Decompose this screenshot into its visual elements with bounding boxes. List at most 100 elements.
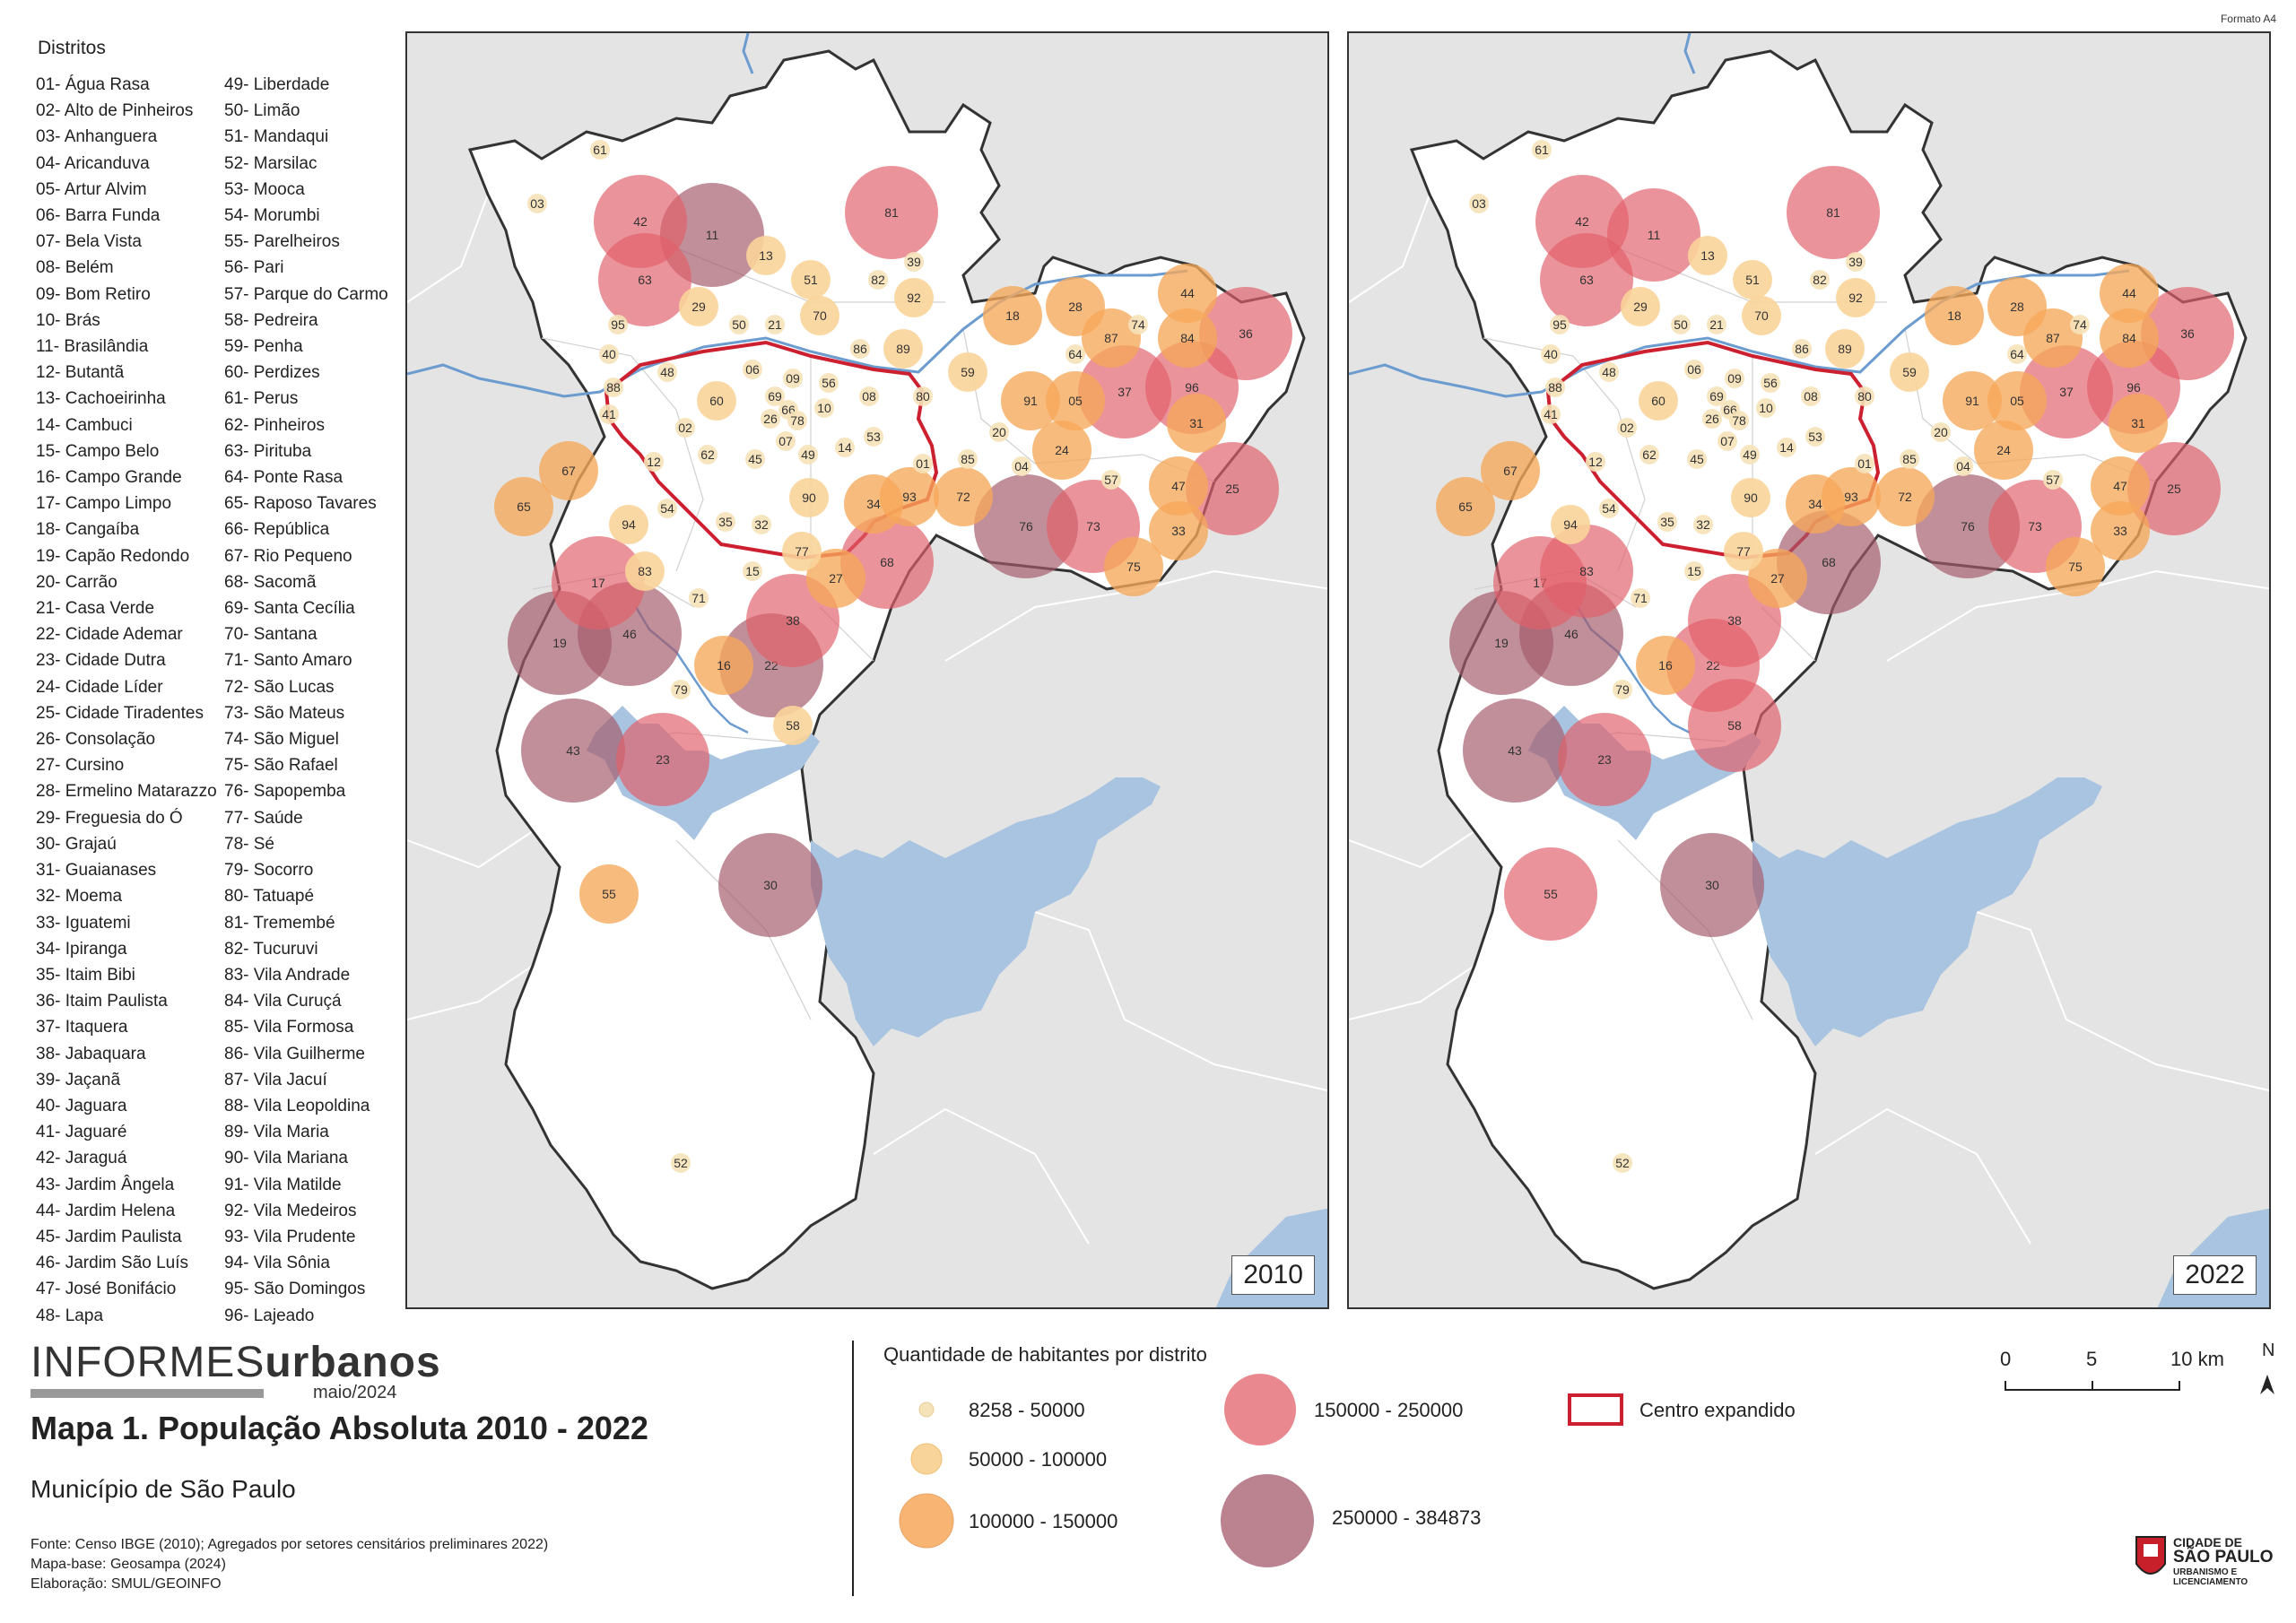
district-circle-85	[958, 449, 978, 469]
district-label-87: 87	[2046, 331, 2060, 345]
district-circle-33	[2091, 501, 2150, 560]
district-circle-16	[694, 636, 753, 695]
district-circle-56	[1761, 373, 1780, 393]
district-entry: 27- Cursino	[36, 756, 125, 776]
district-label-36: 36	[2180, 326, 2195, 341]
district-circle-86	[850, 339, 870, 359]
district-list-title: Distritos	[38, 38, 106, 58]
neighbour-boundary	[407, 830, 534, 869]
district-entry: 61- Perus	[224, 389, 299, 409]
district-circle-71	[689, 588, 709, 608]
district-entry: 06- Barra Funda	[36, 206, 161, 226]
district-circle-81	[845, 166, 938, 259]
district-circle-26	[761, 409, 780, 429]
district-label-52: 52	[674, 1156, 688, 1170]
district-circle-10	[814, 398, 834, 418]
district-entry: 05- Artur Alvim	[36, 179, 147, 199]
district-entry: 20- Carrão	[36, 572, 117, 592]
district-label-03: 03	[530, 196, 544, 211]
district-entry: 51- Mandaqui	[224, 127, 329, 147]
district-label-60: 60	[1651, 394, 1665, 408]
district-entry: 39- Jaçanã	[36, 1070, 121, 1089]
district-circle-44	[1158, 264, 1217, 323]
district-column-1: 01- Água Rasa 02- Alto de Pinheiros 03- An…	[36, 72, 224, 1329]
district-circle-27	[1748, 549, 1807, 608]
district-label-49: 49	[801, 447, 815, 462]
district-circle-88	[604, 378, 623, 397]
district-circle-95	[608, 315, 628, 334]
district-circle-80	[913, 386, 933, 406]
district-label-20: 20	[1934, 425, 1948, 439]
district-circle-20	[989, 422, 1009, 442]
district-circle-74	[2070, 315, 2090, 334]
district-circle-60	[1639, 381, 1678, 421]
district-circle-72	[934, 467, 993, 526]
district-label-37: 37	[1118, 385, 1132, 399]
district-label-82: 82	[871, 273, 885, 287]
district-label-16: 16	[717, 658, 731, 673]
district-entry: 19- Capão Redondo	[36, 546, 190, 566]
district-label-46: 46	[622, 627, 637, 641]
district-circle-86	[1792, 339, 1812, 359]
district-circle-03	[1469, 194, 1489, 213]
district-entry: 82- Tucuruvi	[224, 939, 318, 959]
district-entry: 18- Cangaíba	[36, 520, 140, 540]
district-circle-82	[1810, 270, 1830, 290]
scale-tick-10: 10 km	[2170, 1348, 2224, 1370]
district-entry: 11- Brasilândia	[36, 337, 149, 357]
district-circle-29	[679, 287, 718, 326]
district-circle-63	[598, 233, 691, 326]
footer-divider	[852, 1341, 854, 1596]
district-label-38: 38	[786, 613, 800, 628]
legend-label-boundary: Centro expandido	[1639, 1399, 1796, 1421]
neighbour-boundary	[1349, 194, 1431, 303]
district-circle-23	[1558, 713, 1651, 806]
district-circle-67	[1481, 441, 1540, 500]
district-label-94: 94	[622, 517, 636, 532]
district-circle-04	[1953, 456, 1973, 476]
district-label-72: 72	[1898, 490, 1912, 504]
district-label-62: 62	[700, 447, 715, 462]
district-label-42: 42	[1575, 214, 1589, 229]
district-label-43: 43	[566, 743, 580, 758]
map-2010[interactable]: 11 19 22 30 43 46 76 17 23 25 36 37 38 42 63 68 73 81 96 16…	[405, 31, 1329, 1309]
map-2022[interactable]: 19 30 43 46 68 76 11 17 22 23 25 36 37 38 42 55 58 63 73 81…	[1347, 31, 2271, 1309]
district-circle-49	[798, 445, 818, 464]
district-circle-27	[806, 549, 865, 608]
district-entry: 65- Raposo Tavares	[224, 494, 377, 514]
district-label-03: 03	[1472, 196, 1486, 211]
district-circle-95	[1550, 315, 1570, 334]
district-label-55: 55	[1544, 887, 1558, 901]
district-entry: 81- Tremembé	[224, 913, 335, 933]
district-label-39: 39	[1848, 255, 1863, 269]
district-circle-39	[904, 252, 924, 272]
district-circle-84	[2100, 308, 2159, 368]
district-label-62: 62	[1642, 447, 1657, 462]
district-label-85: 85	[961, 452, 975, 466]
legend-label-3: 100000 - 150000	[969, 1510, 1118, 1532]
district-label-50: 50	[732, 317, 746, 332]
district-label-59: 59	[961, 365, 975, 379]
district-label-28: 28	[1068, 299, 1083, 314]
district-entry: 26- Consolação	[36, 730, 156, 750]
district-circle-75	[1104, 537, 1163, 596]
district-label-12: 12	[647, 455, 661, 469]
district-label-05: 05	[1068, 394, 1083, 408]
district-label-11: 11	[1648, 228, 1661, 242]
district-circle-52	[1613, 1153, 1632, 1173]
district-circle-72	[1875, 467, 1935, 526]
map-title: Mapa 1. População Absoluta 2010 - 2022	[30, 1410, 648, 1446]
district-label-68: 68	[1822, 555, 1836, 569]
district-entry: 44- Jardim Helena	[36, 1201, 176, 1220]
district-label-79: 79	[1615, 682, 1630, 697]
district-entry: 89- Vila Maria	[224, 1123, 329, 1142]
district-circle-13	[746, 236, 786, 275]
district-circle-24	[1974, 421, 2033, 480]
district-circle-15	[743, 561, 762, 581]
district-circle-83	[1540, 525, 1633, 618]
river-tiete	[1349, 269, 2130, 398]
district-label-86: 86	[1795, 342, 1809, 356]
district-circle-69	[765, 386, 785, 406]
district-entry: 54- Morumbi	[224, 206, 320, 226]
district-label-34: 34	[1808, 497, 1822, 511]
